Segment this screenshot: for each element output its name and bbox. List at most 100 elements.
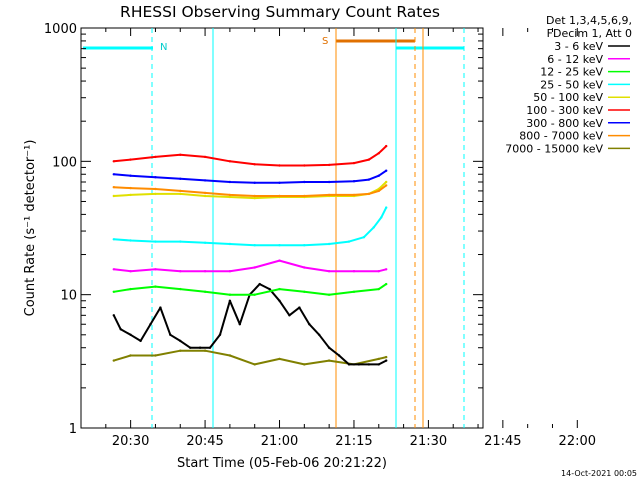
data-point: [203, 179, 207, 182]
legend-entry: 100 - 300 keV: [526, 104, 630, 117]
data-point: [278, 299, 281, 302]
data-point: [303, 244, 306, 247]
legend-label: 50 - 100 keV: [533, 91, 603, 104]
data-point: [347, 363, 351, 366]
legend-entry: 50 - 100 keV: [533, 91, 630, 104]
data-point: [159, 306, 162, 309]
data-point: [303, 266, 306, 269]
series-line: [112, 283, 387, 366]
data-point: [352, 180, 356, 183]
data-point: [112, 186, 116, 189]
legend-entry: 12 - 25 keV: [540, 66, 630, 79]
data-point: [129, 287, 132, 291]
data-point: [154, 176, 157, 179]
data-point: [377, 189, 380, 193]
series-line: [113, 184, 387, 197]
data-point: [129, 354, 132, 357]
data-point: [385, 180, 388, 184]
data-point: [112, 238, 116, 241]
data-point: [189, 346, 192, 349]
legend-entry: 300 - 800 keV: [526, 117, 630, 130]
data-point: [308, 323, 311, 326]
data-point: [154, 354, 157, 357]
data-point: [253, 181, 256, 184]
chart-title: RHESSI Observing Summary Count Rates: [120, 3, 440, 21]
data-point: [253, 293, 256, 296]
night-annotation: N: [160, 42, 167, 53]
data-point: [129, 174, 132, 177]
data-point: [303, 363, 306, 366]
data-point: [179, 349, 182, 352]
data-point: [278, 244, 281, 247]
data-point: [327, 163, 331, 167]
legend-entry: 800 - 7000 keV: [519, 130, 630, 143]
data-point: [327, 242, 331, 246]
legend-header-1: Det 1,3,4,5,6,9,: [546, 14, 632, 27]
data-point: [377, 287, 380, 291]
data-point: [357, 363, 361, 366]
data-point: [112, 268, 116, 271]
data-point: [208, 346, 212, 349]
data-point: [327, 270, 331, 273]
series-100-300-kev: [112, 144, 388, 167]
legend-label: 3 - 6 keV: [554, 40, 603, 53]
series-line: [113, 145, 387, 167]
x-tick-label: 20:45: [186, 434, 223, 449]
legend-label: 6 - 12 keV: [547, 53, 603, 66]
data-point: [228, 180, 232, 184]
series-group: [112, 144, 388, 366]
y-tick-label: 1: [69, 422, 77, 437]
data-point: [303, 180, 306, 184]
data-point: [253, 196, 256, 200]
data-point: [385, 169, 388, 172]
data-point: [377, 363, 380, 366]
data-point: [129, 239, 132, 242]
data-point: [385, 359, 388, 362]
data-point: [179, 339, 182, 343]
legend-label: 100 - 300 keV: [526, 104, 603, 117]
data-point: [149, 323, 152, 326]
data-point: [253, 163, 256, 166]
data-point: [278, 194, 281, 198]
data-point: [352, 270, 356, 273]
data-point: [367, 158, 371, 161]
data-point: [179, 177, 182, 180]
data-point: [228, 195, 232, 199]
data-point: [385, 268, 388, 271]
y-tick-label: 1000: [44, 22, 77, 37]
legend-label: 300 - 800 keV: [526, 117, 603, 130]
data-point: [385, 184, 388, 187]
data-point: [112, 290, 116, 293]
data-point: [303, 194, 306, 198]
data-point: [278, 259, 281, 262]
data-point: [362, 236, 366, 239]
data-point: [154, 268, 157, 271]
data-point: [327, 359, 331, 362]
data-point: [179, 287, 182, 291]
saa-annotation: S: [322, 36, 328, 47]
data-point: [112, 194, 116, 198]
data-point: [203, 241, 207, 244]
data-point: [154, 285, 157, 288]
data-point: [203, 270, 207, 273]
footer-timestamp: 14-Oct-2021 00:05: [561, 469, 637, 478]
data-point: [238, 323, 241, 326]
series-6-12-kev: [112, 259, 388, 273]
data-point: [139, 339, 142, 343]
legend-entry: 7000 - 15000 keV: [505, 142, 630, 155]
data-point: [203, 194, 207, 198]
data-point: [112, 359, 116, 362]
data-point: [228, 299, 232, 302]
data-point: [203, 349, 207, 352]
x-axis-label: Start Time (05-Feb-06 20:21:22): [177, 456, 387, 471]
data-point: [318, 333, 321, 336]
data-point: [112, 160, 116, 163]
data-point: [203, 290, 207, 293]
x-axis: 20:30 20:45 21:00 21:15 21:30 21:45 22:00: [105, 28, 596, 449]
data-point: [385, 206, 388, 209]
series-300-800-kev: [112, 169, 388, 184]
data-point: [327, 180, 331, 184]
data-point: [367, 192, 371, 196]
legend-entry: 3 - 6 keV: [554, 40, 630, 53]
